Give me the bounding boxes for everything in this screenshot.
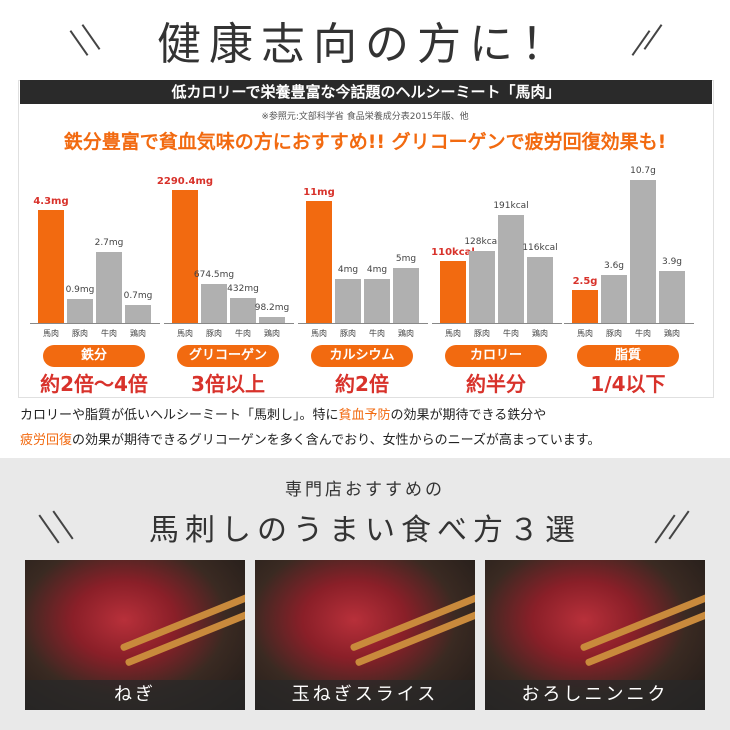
bar-馬肉 — [440, 260, 466, 323]
nutrient-pill: カロリー — [445, 345, 547, 367]
bar-牛肉 — [498, 215, 524, 323]
data-label: 2290.4mg — [156, 176, 214, 187]
data-label: 3.9g — [661, 256, 683, 267]
bar-牛肉 — [630, 180, 656, 323]
data-label: 2.5g — [572, 275, 598, 287]
data-label: 110kcal — [431, 246, 475, 258]
bar-馬肉 — [572, 289, 598, 323]
bar-馬肉 — [306, 201, 332, 323]
nutrient-pill: カルシウム — [311, 345, 413, 367]
category-label: 鶏肉 — [532, 329, 548, 338]
category-label: 馬肉 — [445, 329, 461, 338]
chart-axis — [164, 323, 294, 324]
chart-axis — [30, 323, 160, 324]
text: の効果が期待できる鉄分や — [390, 408, 547, 423]
data-label: 98.2mg — [254, 303, 290, 314]
data-label: 10.7g — [630, 166, 656, 176]
category-label: 鶏肉 — [664, 329, 680, 338]
category-label: 馬肉 — [577, 329, 593, 338]
category-label: 牛肉 — [503, 329, 519, 338]
category-label: 牛肉 — [101, 329, 117, 338]
bar-豚肉 — [601, 274, 627, 323]
data-label: 3.6g — [603, 260, 625, 271]
chart-axis — [298, 323, 428, 324]
bar-牛肉 — [96, 252, 122, 323]
category-label: 馬肉 — [177, 329, 193, 338]
highlight: 貧血予防 — [338, 408, 391, 423]
bar-豚肉 — [201, 283, 227, 323]
section-title: 馬刺しのうまい食べ方３選 — [149, 513, 581, 548]
highlight: 疲労回復 — [20, 433, 73, 448]
data-label: 0.9mg — [65, 285, 95, 296]
headline: 鉄分豊富で貧血気味の方におすすめ!! グリコーゲンで疲労回復効果も! — [63, 131, 667, 153]
category-label: 豚肉 — [606, 329, 622, 338]
banner-title: 低カロリーで栄養豊富な今話題のヘルシーミート「馬肉」 — [20, 80, 712, 104]
category-label: 豚肉 — [72, 329, 88, 338]
bar-鶏肉 — [125, 304, 151, 323]
photo-onion: 玉ねぎスライス — [255, 560, 475, 710]
summary-text: 約2倍 — [335, 372, 389, 396]
text: カロリーや脂質が低いヘルシーミート「馬刺し」。特に — [20, 408, 339, 423]
photo-garlic: おろしニンニク — [485, 560, 705, 710]
bar-豚肉 — [469, 250, 495, 323]
summary-text: 3倍以上 — [191, 372, 265, 396]
data-label: 674.5mg — [193, 269, 235, 280]
data-label: 432mg — [227, 283, 259, 294]
category-label: 馬肉 — [311, 329, 327, 338]
category-label: 鶏肉 — [398, 329, 414, 338]
data-label: 128kcal — [464, 236, 500, 247]
nutrient-pill: 鉄分 — [43, 345, 145, 367]
bar-鶏肉 — [393, 267, 419, 323]
section-subtitle: 専門店おすすめの — [285, 480, 445, 500]
data-label: 5mg — [395, 253, 417, 264]
data-label: 4.3mg — [33, 196, 69, 207]
data-label: 116kcal — [522, 243, 558, 254]
bar-豚肉 — [335, 278, 361, 323]
bar-鶏肉 — [259, 317, 285, 323]
category-label: 鶏肉 — [264, 329, 280, 338]
category-label: 豚肉 — [206, 329, 222, 338]
bar-豚肉 — [67, 299, 93, 323]
chart-axis — [432, 323, 562, 324]
description: カロリーや脂質が低いヘルシーミート「馬刺し」。特に貧血予防の効果が期待できる鉄分… — [20, 403, 720, 453]
category-label: 牛肉 — [635, 329, 651, 338]
bar-鶏肉 — [659, 270, 685, 323]
data-label: 2.7mg — [94, 238, 124, 249]
text: の効果が期待できるグリコーゲンを多く含んでおり、女性からのニーズが高まっています… — [72, 433, 601, 448]
category-label: 牛肉 — [369, 329, 385, 338]
data-label: 4mg — [337, 264, 359, 275]
reference-note: ※参照元:文部科学省 食品栄養成分表2015年版、他 — [261, 112, 469, 122]
data-label: 4mg — [366, 264, 388, 275]
photo-negi: ねぎ — [25, 560, 245, 710]
bar-牛肉 — [230, 297, 256, 323]
data-label: 0.7mg — [123, 290, 153, 301]
bar-馬肉 — [38, 210, 64, 323]
data-label: 191kcal — [493, 201, 529, 211]
category-label: 豚肉 — [340, 329, 356, 338]
data-label: 11mg — [303, 187, 335, 198]
nutrient-pill: 脂質 — [577, 345, 679, 367]
photo-caption: おろしニンニク — [485, 680, 705, 710]
bar-馬肉 — [172, 190, 198, 323]
bar-鶏肉 — [527, 257, 553, 323]
photo-caption: ねぎ — [25, 680, 245, 710]
bar-牛肉 — [364, 278, 390, 323]
category-label: 豚肉 — [474, 329, 490, 338]
summary-text: 1/4以下 — [590, 372, 666, 396]
chart-axis — [564, 323, 694, 324]
category-label: 鶏肉 — [130, 329, 146, 338]
page-title: 健康志向の方に！ — [157, 19, 573, 70]
category-label: 牛肉 — [235, 329, 251, 338]
nutrient-pill: グリコーゲン — [177, 345, 279, 367]
summary-text: 約半分 — [466, 372, 526, 396]
photo-caption: 玉ねぎスライス — [255, 680, 475, 710]
category-label: 馬肉 — [43, 329, 59, 338]
summary-text: 約2倍〜4倍 — [40, 372, 148, 396]
